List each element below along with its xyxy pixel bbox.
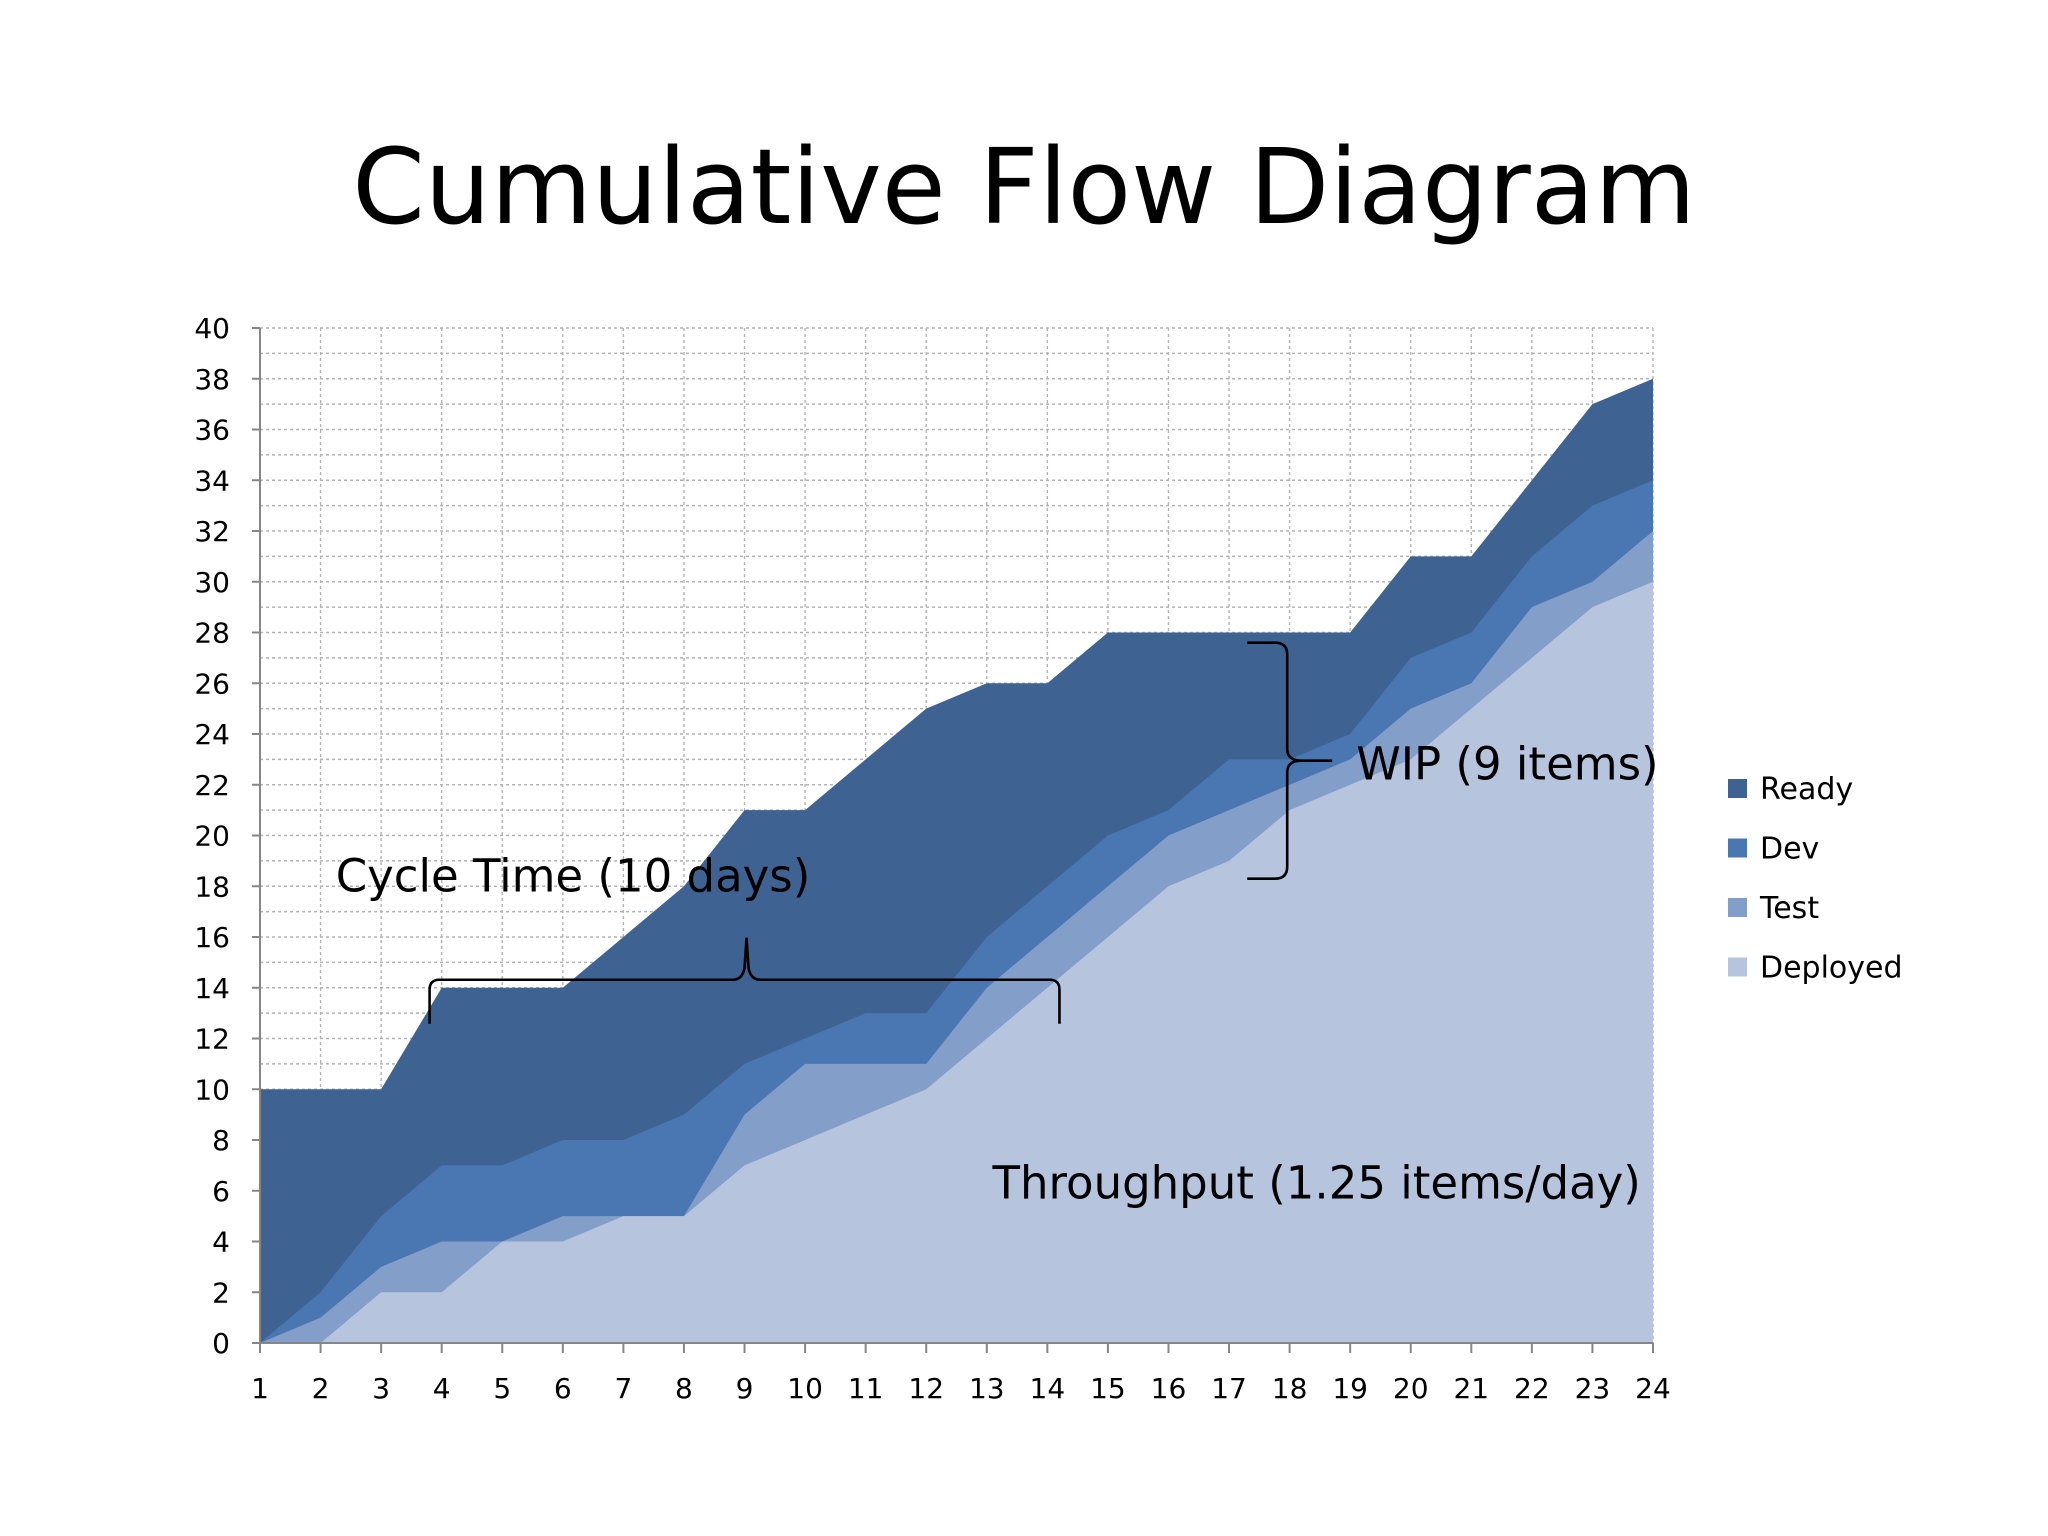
x-tick-label: 11 [848,1372,884,1405]
y-tick-label: 16 [194,921,230,954]
legend-swatch-dev [1728,838,1747,858]
x-tick-label: 16 [1151,1372,1187,1405]
x-tick-label: 15 [1090,1372,1126,1405]
y-tick-label: 18 [194,870,230,903]
x-tick-label: 5 [493,1372,511,1405]
y-tick-label: 8 [212,1124,230,1157]
annotations: Cycle Time (10 days) WIP (9 items) Through… [336,641,1659,1209]
y-tick-label: 24 [194,718,230,751]
page-title: Cumulative Flow Diagram [352,126,1696,248]
x-tick-label: 18 [1272,1372,1308,1405]
y-tick-label: 32 [194,515,230,548]
y-tick-label: 2 [212,1276,230,1309]
y-tick-label: 40 [194,312,230,345]
y-tick-label: 36 [194,414,230,447]
x-tick-label: 20 [1393,1372,1429,1405]
y-tick-label: 6 [212,1175,230,1208]
x-tick-label: 17 [1211,1372,1247,1405]
legend-label-deployed: Deployed [1760,951,1903,986]
x-tick-label: 7 [614,1372,632,1405]
y-tick-label: 10 [194,1073,230,1106]
wip-bracket [1247,641,1333,880]
legend: Ready Dev Test Deployed [1728,772,1903,986]
x-tick-label: 14 [1030,1372,1066,1405]
y-tick-label: 34 [194,464,230,497]
area-series-layer [260,378,1653,1343]
y-tick-label: 0 [212,1327,230,1360]
x-tick-label: 24 [1635,1372,1671,1405]
x-tick-label: 21 [1453,1372,1489,1405]
x-tick-label: 13 [969,1372,1005,1405]
throughput-label: Throughput (1.25 items/day) [992,1156,1641,1209]
legend-label-test: Test [1759,891,1819,926]
wip-label: WIP (9 items) [1356,738,1658,791]
x-tick-label: 19 [1332,1372,1368,1405]
legend-swatch-ready [1728,779,1747,798]
legend-label-dev: Dev [1760,832,1819,867]
x-tick-label: 1 [251,1372,269,1405]
cycle-time-bracket [428,937,1061,1024]
x-tick-label: 12 [908,1372,944,1405]
y-tick-label: 26 [194,667,230,700]
cycle-time-label: Cycle Time (10 days) [336,849,811,902]
y-tick-label: 22 [194,769,230,802]
x-tick-label: 2 [312,1372,330,1405]
x-tick-label: 23 [1575,1372,1611,1405]
x-tick-label: 10 [787,1372,823,1405]
legend-swatch-test [1728,898,1747,917]
y-tick-label: 38 [194,363,230,396]
y-tick-label: 28 [194,617,230,650]
x-tick-label: 6 [554,1372,572,1405]
area-series-deployed [260,581,1653,1343]
y-tick-label: 12 [194,1023,230,1056]
x-tick-label: 4 [433,1372,451,1405]
y-tick-label: 20 [194,820,230,853]
y-tick-label: 14 [194,972,230,1005]
legend-label-ready: Ready [1760,772,1853,807]
x-tick-label: 3 [372,1372,390,1405]
x-tick-label: 22 [1514,1372,1550,1405]
x-tick-label: 8 [675,1372,693,1405]
y-tick-label: 30 [194,566,230,599]
y-tick-label: 4 [212,1226,230,1259]
x-tick-label: 9 [736,1372,754,1405]
legend-swatch-deployed [1728,957,1747,977]
